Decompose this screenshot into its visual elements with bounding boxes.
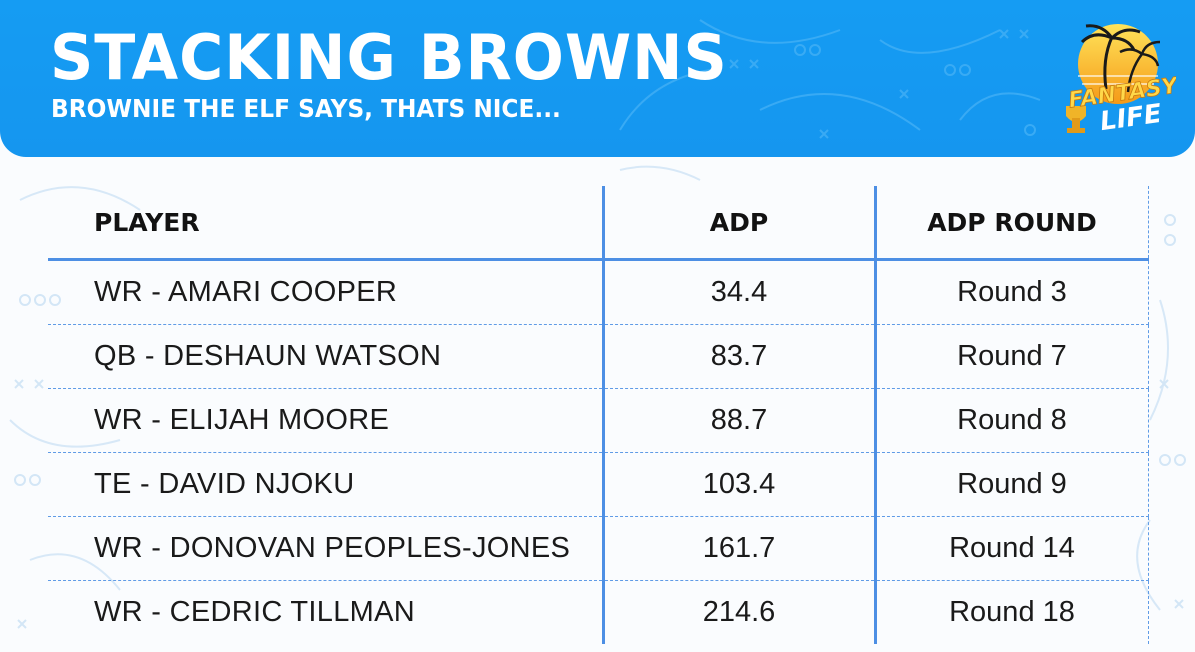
table-header-row: PLAYER ADP ADP ROUND (48, 186, 1149, 261)
table-row: WR - ELIJAH MOORE 88.7 Round 8 (48, 388, 1149, 453)
adp-cell: 83.7 (601, 324, 875, 389)
table-row: WR - DONOVAN PEOPLES-JONES 161.7 Round 1… (48, 516, 1149, 581)
player-cell: WR - AMARI COOPER (48, 259, 603, 325)
page-subtitle: BROWNIE THE ELF SAYS, THATS NICE... (51, 94, 561, 123)
fantasy-life-logo: FANTASY LIFE (1066, 24, 1176, 137)
header-banner: STACKING BROWNS BROWNIE THE ELF SAYS, TH… (0, 0, 1195, 157)
adp-cell: 214.6 (601, 580, 875, 644)
adp-cell: 88.7 (601, 388, 875, 453)
player-cell: QB - DESHAUN WATSON (48, 324, 603, 389)
page-title: STACKING BROWNS (50, 21, 728, 94)
adp-table: PLAYER ADP ADP ROUND WR - AMARI COOPER 3… (48, 186, 1149, 644)
adp-round-cell: Round 14 (873, 516, 1149, 581)
adp-round-cell: Round 9 (873, 452, 1149, 517)
adp-round-cell: Round 18 (873, 580, 1149, 644)
adp-round-cell: Round 8 (873, 388, 1149, 453)
table-row: TE - DAVID NJOKU 103.4 Round 9 (48, 452, 1149, 517)
adp-cell: 161.7 (601, 516, 875, 581)
player-cell: WR - CEDRIC TILLMAN (94, 596, 415, 628)
table-row: WR - CEDRIC TILLMAN 214.6 Round 18 (48, 580, 1149, 644)
player-cell: WR - DONOVAN PEOPLES-JONES (48, 516, 603, 581)
table-row: WR - AMARI COOPER 34.4 Round 3 (48, 259, 1149, 325)
player-cell: WR - ELIJAH MOORE (48, 388, 603, 453)
table-row: QB - DESHAUN WATSON 83.7 Round 7 (48, 324, 1149, 389)
player-cell: TE - DAVID NJOKU (48, 452, 603, 517)
adp-round-cell: Round 3 (873, 259, 1149, 325)
adp-cell: 34.4 (601, 259, 875, 325)
header-play-pattern (619, 19, 1041, 139)
adp-cell: 103.4 (601, 452, 875, 517)
column-header-player: PLAYER (48, 186, 603, 261)
column-header-adp: ADP (601, 186, 875, 261)
adp-round-cell: Round 7 (873, 324, 1149, 389)
column-header-adp-round: ADP ROUND (873, 186, 1149, 261)
